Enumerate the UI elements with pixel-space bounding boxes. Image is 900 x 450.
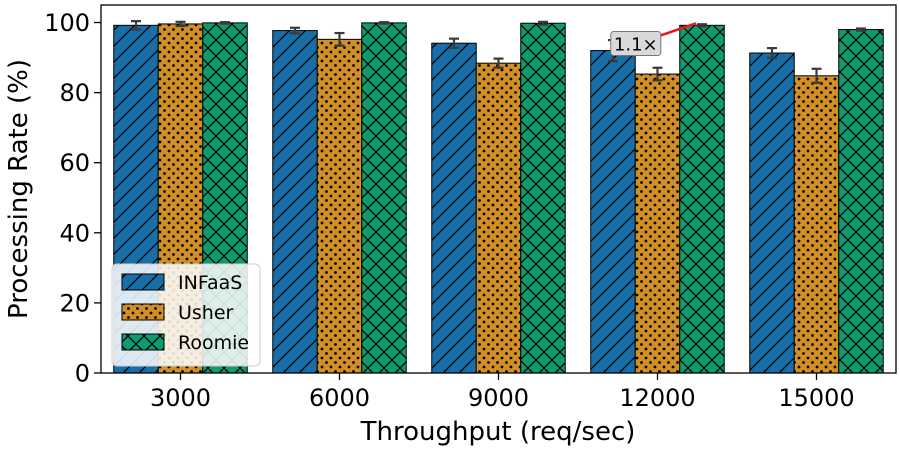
bar-roomie-6000 <box>361 22 407 374</box>
error-bar-roomie-6000 <box>379 21 389 25</box>
x-tick-label: 15000 <box>778 384 854 412</box>
x-tick-label: 12000 <box>619 384 695 412</box>
legend-label-roomie: Roomie <box>178 332 249 354</box>
legend-label-usher: Usher <box>178 302 234 324</box>
legend-label-infaas: INFaaS <box>178 272 242 294</box>
bar-infaas-15000 <box>749 52 795 374</box>
bar-infaas-12000 <box>590 50 636 374</box>
bar-infaas-6000 <box>272 30 318 374</box>
annotation-box <box>610 31 662 57</box>
error-bar-roomie-12000 <box>697 23 707 28</box>
x-axis-title: Throughput (req/sec) <box>360 417 636 447</box>
error-bar-usher-9000 <box>493 57 504 69</box>
error-bar-roomie-3000 <box>220 21 230 25</box>
y-tick-label: 20 <box>59 289 90 317</box>
y-axis-title: Processing Rate (%) <box>4 59 34 319</box>
legend-swatch-usher <box>121 303 165 321</box>
y-tick-label: 100 <box>44 9 90 37</box>
y-tick-label: 0 <box>75 360 90 388</box>
bar-roomie-9000 <box>520 22 566 374</box>
error-bar-usher-3000 <box>175 20 186 28</box>
legend: INFaaS Usher Roomie <box>111 263 261 367</box>
y-tick-label: 60 <box>59 149 90 177</box>
annotation-label: 1.1× <box>614 35 658 56</box>
error-bar-usher-6000 <box>334 31 345 47</box>
error-bar-roomie-15000 <box>856 27 866 32</box>
error-bar-infaas-15000 <box>767 47 777 60</box>
y-tick-label: 80 <box>59 79 90 107</box>
error-bar-usher-12000 <box>652 66 663 82</box>
x-tick-label: 9000 <box>468 384 529 412</box>
legend-swatch-infaas <box>121 273 165 291</box>
error-bar-infaas-6000 <box>290 26 300 35</box>
error-bar-infaas-3000 <box>131 20 141 31</box>
legend-swatch-roomie <box>121 333 165 351</box>
error-bar-usher-15000 <box>811 67 822 84</box>
bar-roomie-12000 <box>679 24 725 374</box>
x-tick-label: 3000 <box>150 384 211 412</box>
annotation: 1.1× <box>610 22 697 57</box>
bar-roomie-15000 <box>838 29 884 374</box>
x-axis: 3000 6000 9000 12000 15000 <box>150 373 855 412</box>
bar-usher-9000 <box>475 62 522 374</box>
error-bar-roomie-9000 <box>538 20 548 26</box>
error-bar-infaas-9000 <box>449 37 459 49</box>
bar-usher-6000 <box>316 38 363 374</box>
x-tick-label: 6000 <box>309 384 370 412</box>
bar-usher-15000 <box>793 75 840 374</box>
y-tick-label: 40 <box>59 219 90 247</box>
bar-infaas-9000 <box>431 42 477 374</box>
bar-usher-12000 <box>634 73 681 374</box>
y-axis: 0 20 40 60 80 100 <box>44 9 101 388</box>
